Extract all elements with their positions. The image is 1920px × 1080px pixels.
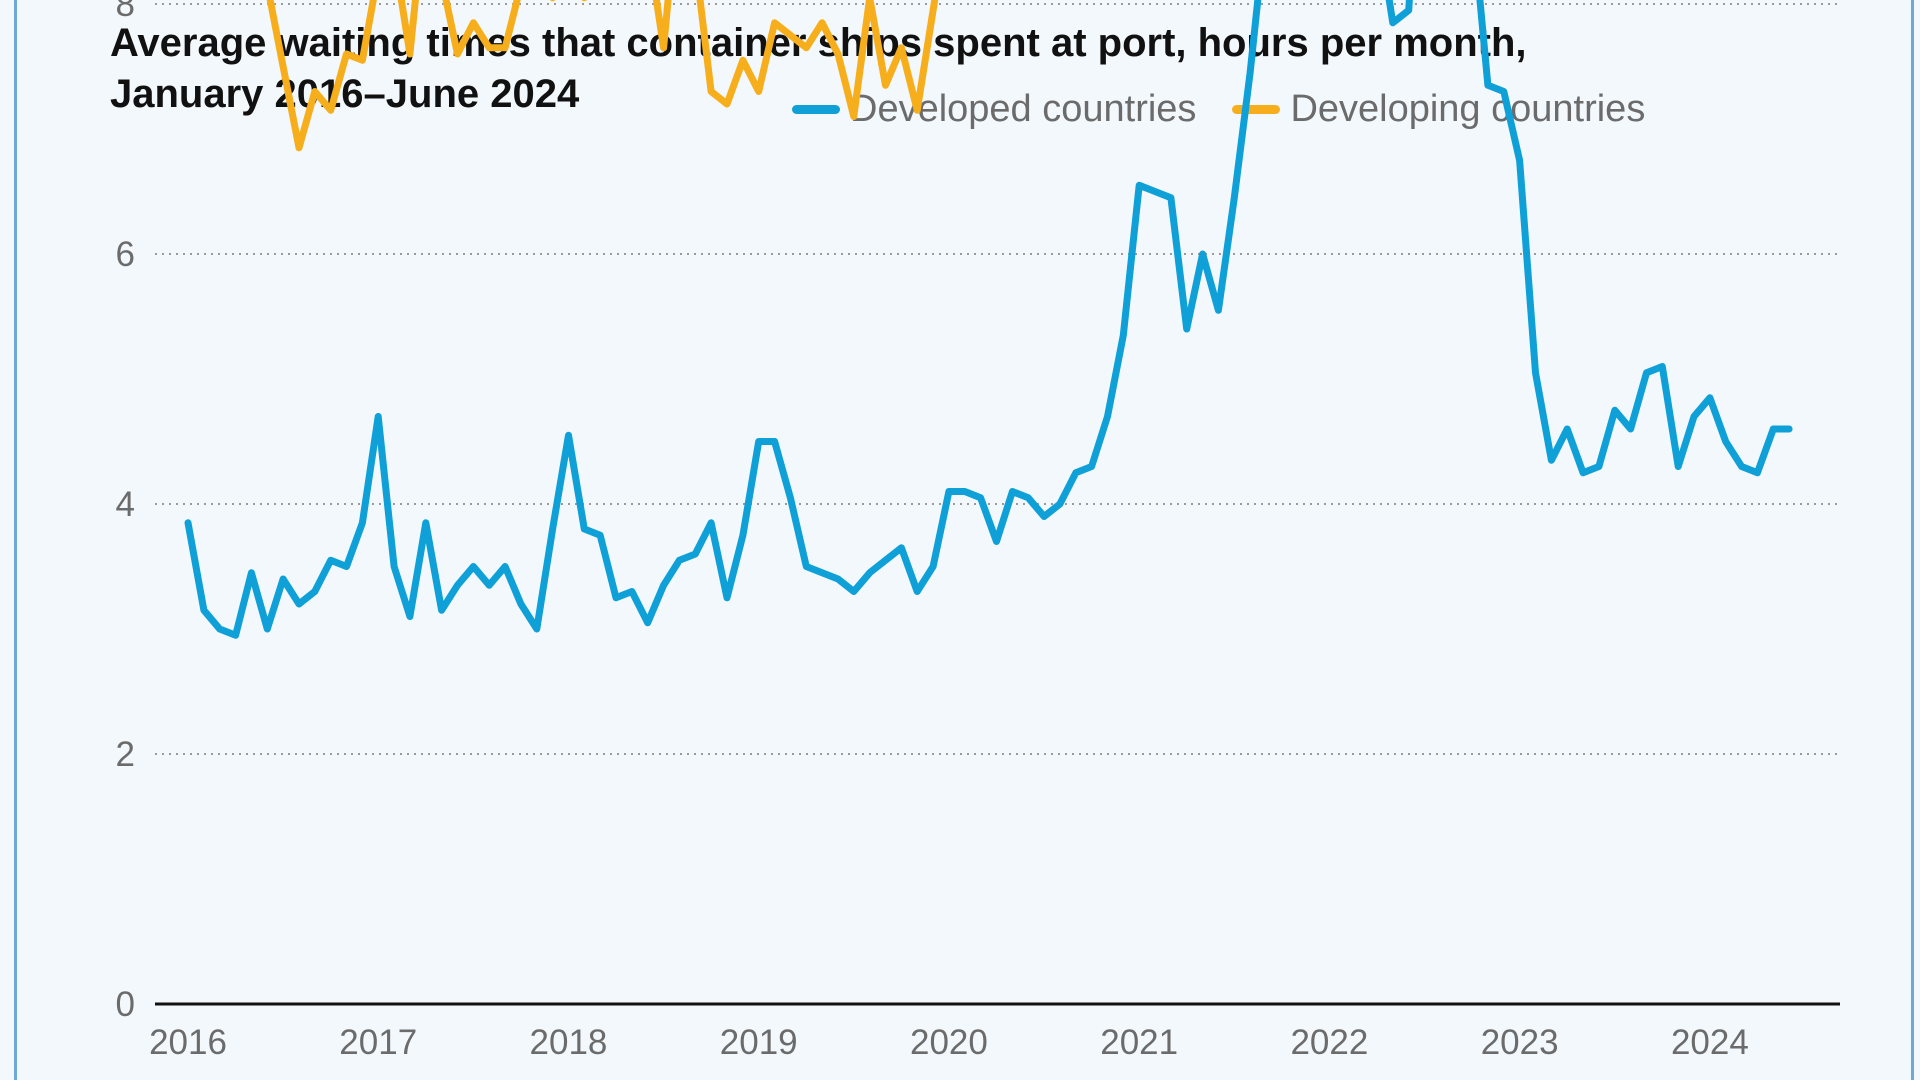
chart-frame: Average waiting times that container shi…: [14, 0, 1914, 1080]
chart-title-line-2: January 2016–June 2024: [110, 72, 580, 116]
series-line-developed: [184, 0, 1793, 639]
legend-item-developing: Developing countries: [1232, 88, 1645, 131]
legend-label-developed: Developed countries: [850, 88, 1197, 130]
x-tick-label-2019: 2019: [720, 1023, 798, 1062]
x-tick-label-2023: 2023: [1481, 1023, 1559, 1062]
series-line-developing: [266, 0, 939, 152]
x-tick-label-2018: 2018: [530, 1023, 608, 1062]
legend-swatch-developed: [792, 105, 840, 114]
chart-legend: Developed countries Developing countries: [792, 88, 1681, 131]
legend-item-developed: Developed countries: [792, 88, 1196, 131]
y-tick-label-4: 4: [116, 485, 135, 524]
legend-swatch-developing: [1232, 105, 1281, 114]
x-tick-label-2017: 2017: [339, 1023, 417, 1062]
y-tick-label-8: 8: [116, 0, 135, 24]
legend-label-developing: Developing countries: [1290, 88, 1646, 130]
x-tick-label-2024: 2024: [1671, 1023, 1749, 1062]
y-tick-label-6: 6: [116, 235, 135, 274]
x-tick-label-2021: 2021: [1100, 1023, 1178, 1062]
x-tick-label-2020: 2020: [910, 1023, 988, 1062]
x-tick-label-2016: 2016: [149, 1023, 227, 1062]
y-tick-label-0: 0: [116, 985, 135, 1024]
x-tick-label-2022: 2022: [1290, 1023, 1368, 1062]
y-tick-label-2: 2: [116, 735, 135, 774]
